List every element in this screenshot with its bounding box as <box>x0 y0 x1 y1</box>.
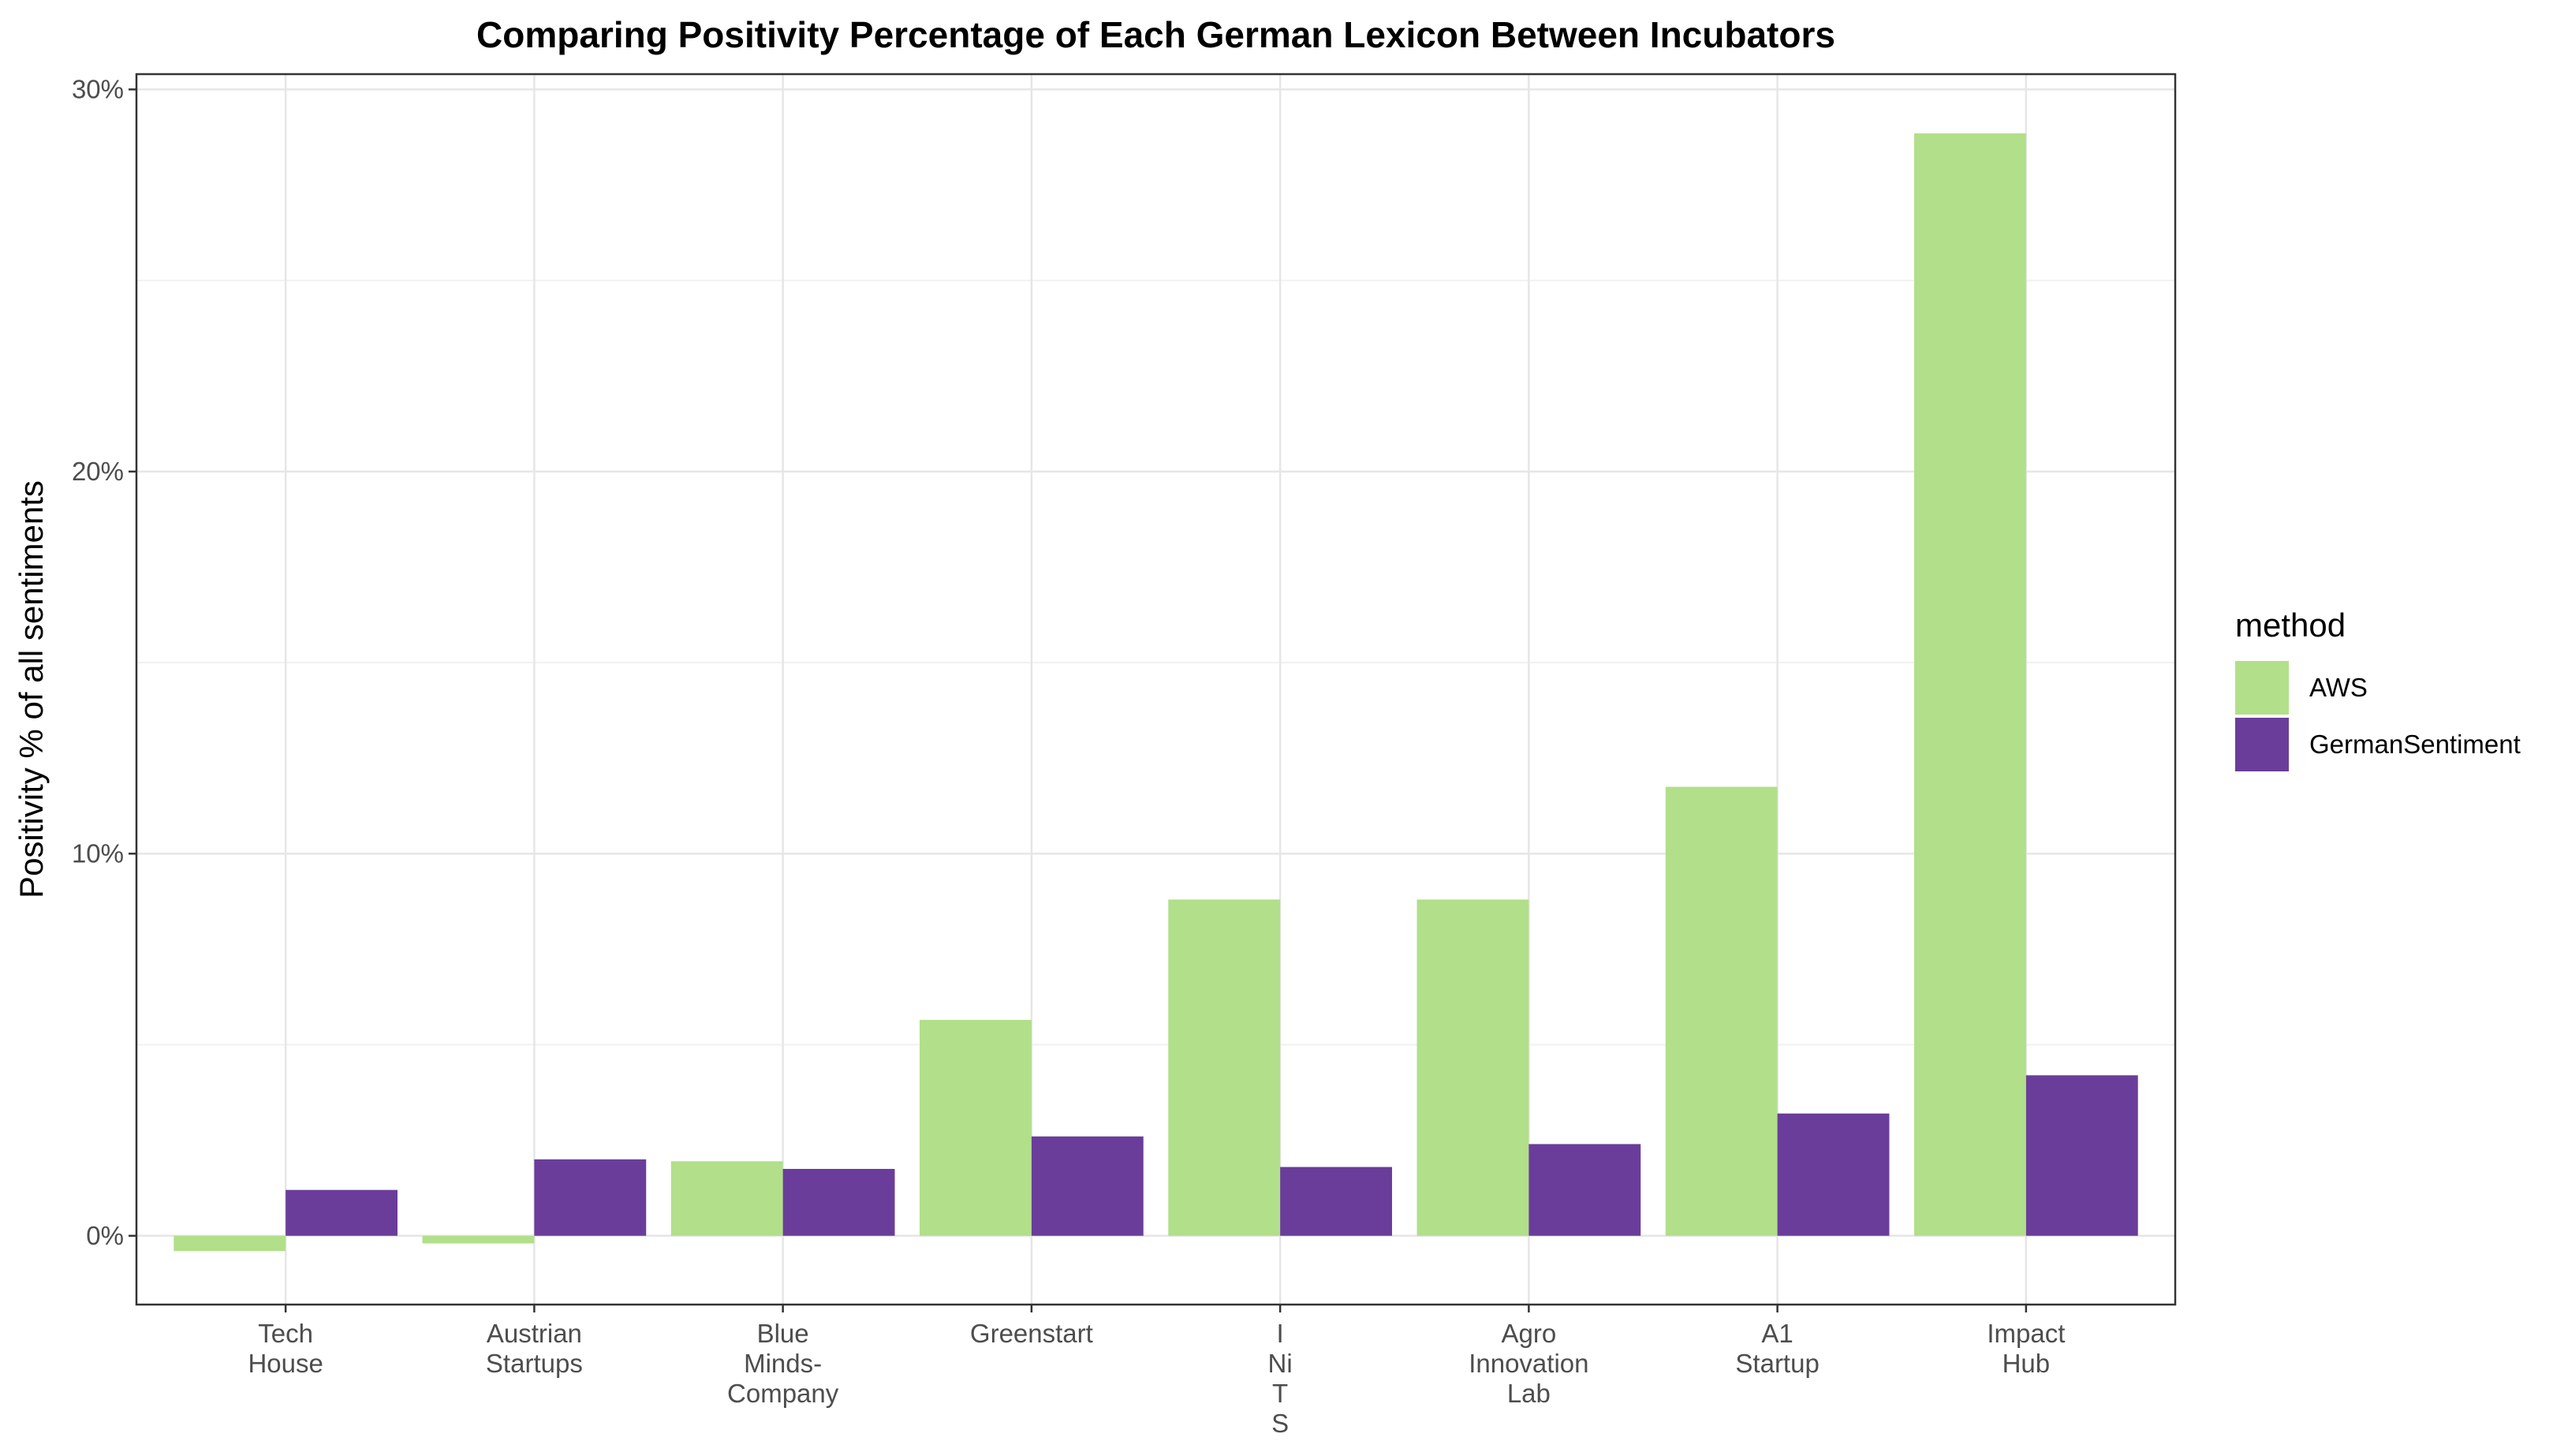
x-tick-label-line: Agro <box>1502 1319 1557 1348</box>
x-tick-label: Austrian Startups <box>486 1319 583 1378</box>
legend-key <box>2235 661 2289 715</box>
x-tick-label-line: Lab <box>1507 1379 1551 1408</box>
x-tick-label-line: I <box>1277 1319 1284 1348</box>
y-axis-title: Positivity % of all sentiments <box>13 480 50 898</box>
bar <box>422 1235 535 1244</box>
x-tick-label-line: Greenstart <box>970 1319 1093 1348</box>
y-tick-label: 20% <box>72 457 124 486</box>
x-tick-label: I Ni T S <box>1268 1319 1293 1438</box>
x-tick-label: Blue Minds-Company <box>727 1319 839 1408</box>
x-tick-label-line: Company <box>727 1379 839 1408</box>
bar <box>782 1169 895 1236</box>
y-tick-label: 10% <box>72 838 124 868</box>
x-tick-label: Impact Hub <box>1987 1319 2065 1378</box>
x-tick-label-line: Austrian <box>487 1319 582 1348</box>
legend-label: AWS <box>2309 673 2368 702</box>
x-tick-label: Greenstart <box>970 1319 1093 1348</box>
x-tick-label-line: Startup <box>1735 1349 1819 1378</box>
bar <box>1031 1136 1144 1236</box>
x-tick-label-line: Hub <box>2003 1349 2051 1378</box>
bar <box>1913 133 2026 1236</box>
chart-title: Comparing Positivity Percentage of Each … <box>476 14 1835 55</box>
bar <box>534 1159 647 1236</box>
plot-border <box>135 73 2177 1306</box>
x-tick-label: A1 Startup <box>1735 1319 1819 1378</box>
bar <box>2025 1075 2138 1236</box>
x-tick-label-line: Tech <box>258 1319 313 1348</box>
legend-title: method <box>2235 607 2346 644</box>
x-tick-label: Tech House <box>248 1319 323 1378</box>
bar <box>286 1189 398 1236</box>
x-tick-label-line: Innovation <box>1469 1349 1588 1378</box>
x-tick-label-line: A1 <box>1761 1319 1793 1348</box>
x-tick-label-line: Minds- <box>744 1349 822 1378</box>
plot-background <box>136 74 2175 1305</box>
legend-label: GermanSentiment <box>2309 730 2521 759</box>
legend: method AWS GermanSentiment <box>2235 607 2521 771</box>
x-tick-label-line: T <box>1272 1379 1288 1408</box>
legend-key <box>2235 718 2289 771</box>
bar <box>1777 1113 1890 1236</box>
bar <box>1528 1144 1641 1236</box>
bar <box>920 1020 1032 1236</box>
y-tick-label: 30% <box>72 74 124 103</box>
x-tick-label-line: Ni <box>1268 1349 1293 1378</box>
x-tick-label-line: Impact <box>1987 1319 2065 1348</box>
y-tick-label: 0% <box>86 1221 124 1250</box>
bar <box>1417 899 1529 1236</box>
bar <box>1168 899 1281 1236</box>
bar <box>1665 786 1778 1236</box>
x-tick-label-line: Blue <box>757 1319 809 1348</box>
plot-area: 0% 10% 20% 30% Tech House Austrian Startups Blue… <box>72 73 2177 1438</box>
x-tick-label: Agro Innovation Lab <box>1469 1319 1588 1408</box>
bar <box>670 1161 783 1236</box>
bar <box>174 1235 286 1252</box>
bar <box>1280 1167 1392 1236</box>
x-tick-label-line: S <box>1271 1409 1289 1438</box>
x-tick-label-line: Startups <box>486 1349 583 1378</box>
x-tick-label-line: House <box>248 1349 323 1378</box>
